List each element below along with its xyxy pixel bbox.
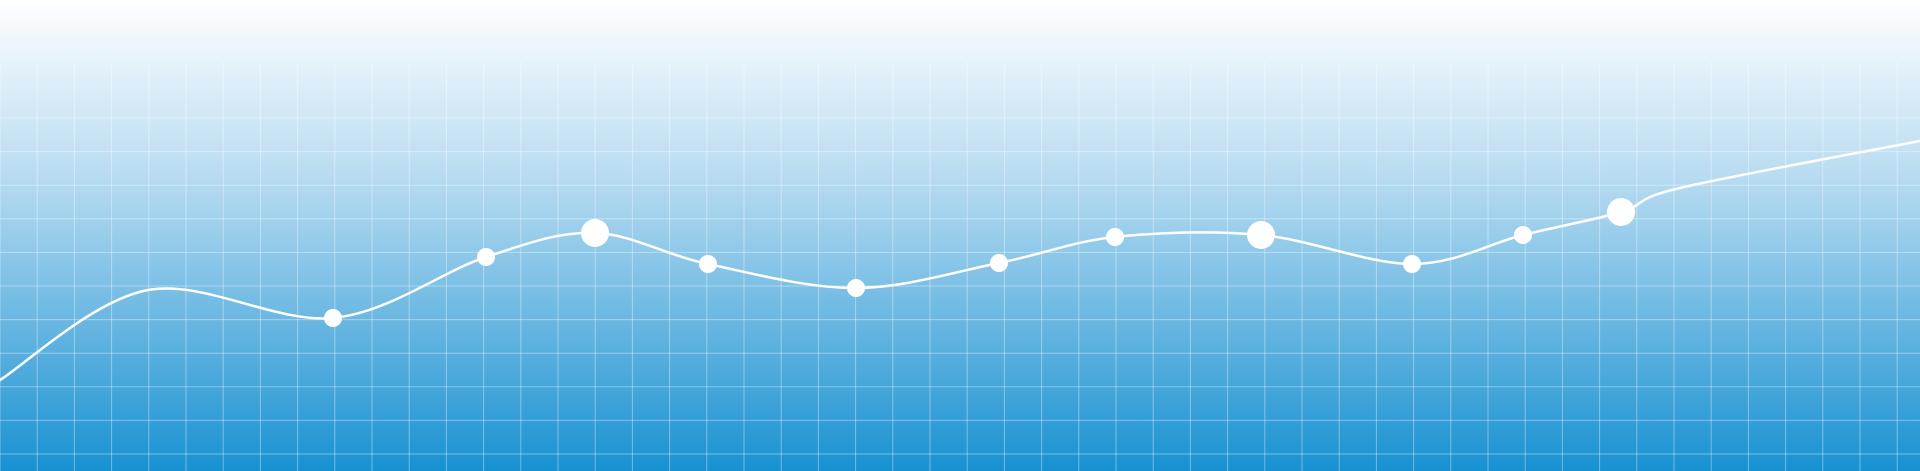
data-point [477,248,495,266]
data-point [1403,255,1421,273]
large-data-point [1607,198,1635,226]
grid-lines [0,62,1920,471]
data-point [1514,226,1532,244]
data-markers [324,198,1635,327]
data-point [990,254,1008,272]
data-point [699,255,717,273]
large-data-point [1247,221,1275,249]
data-point [324,309,342,327]
data-point [847,279,865,297]
data-point [1106,228,1124,246]
large-data-point [581,219,609,247]
